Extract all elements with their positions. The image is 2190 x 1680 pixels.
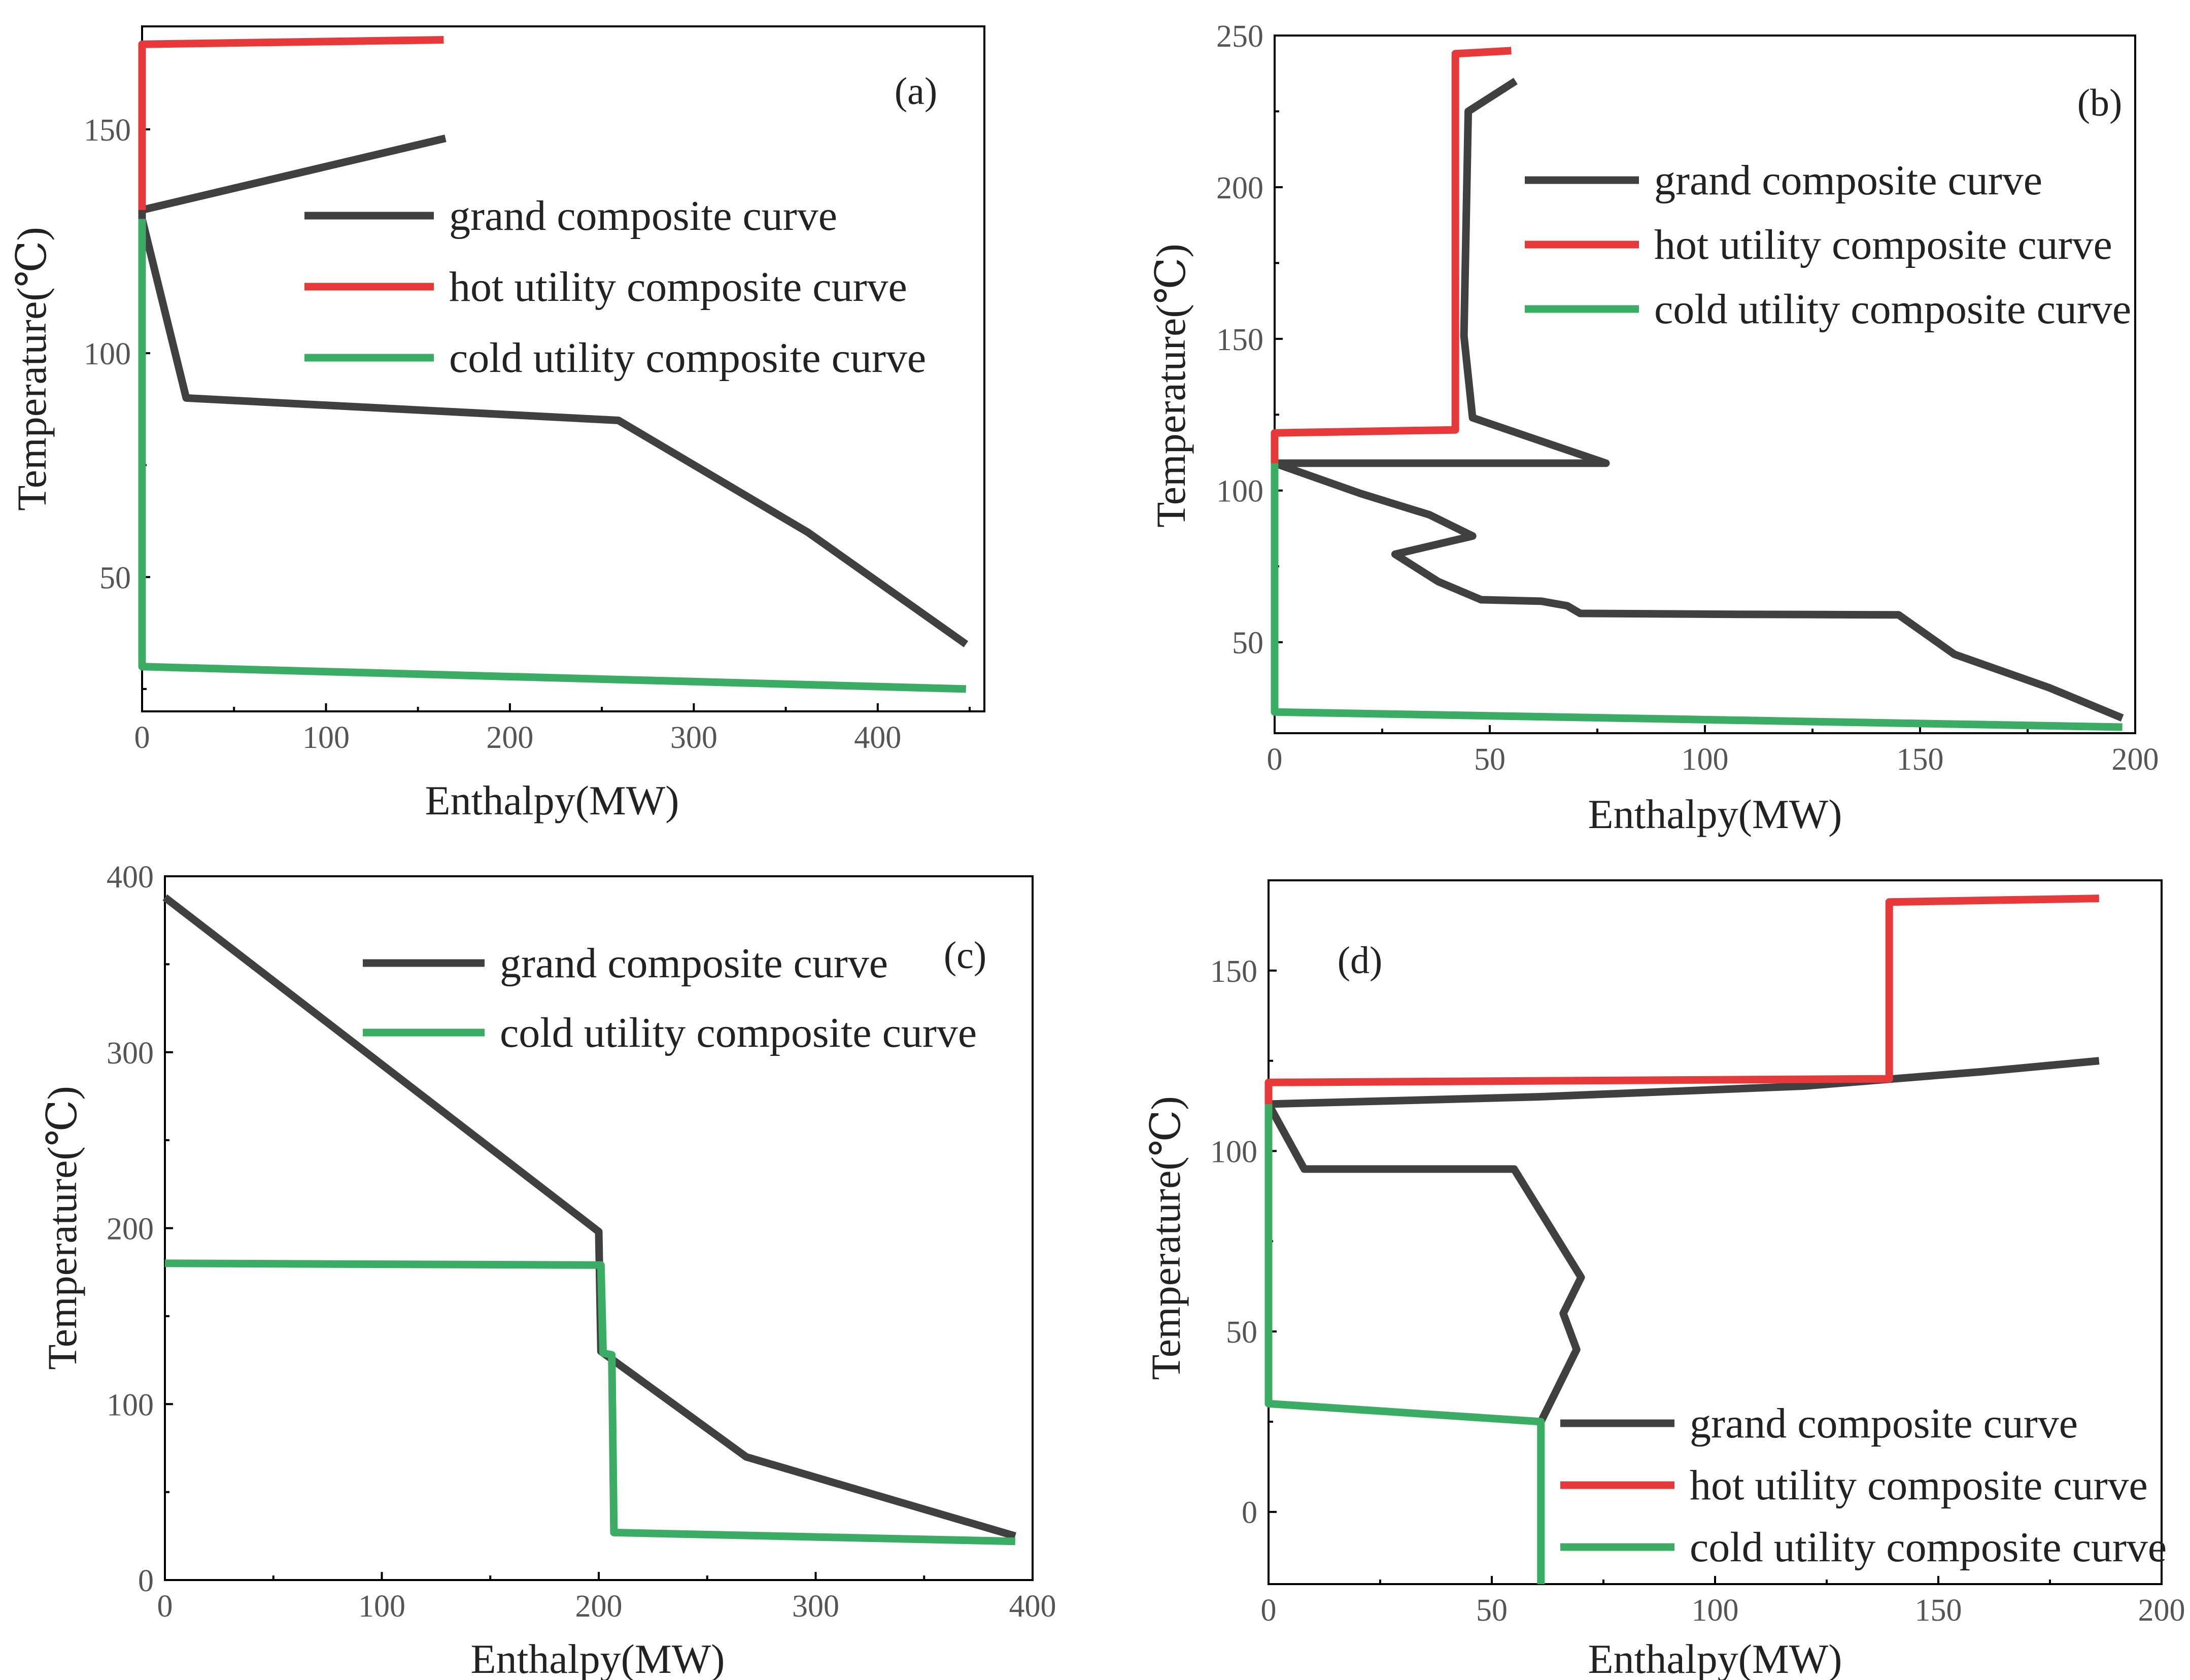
chart-panel-b: 0 50 100 150 200 50 100 150 200 250 (b) grand co… bbox=[1148, 19, 2159, 837]
legend-label: cold utility composite curve bbox=[449, 334, 926, 382]
legend: grand composite curve hot utility composi… bbox=[1560, 1400, 2167, 1571]
x-axis-label: Enthalpy(MW) bbox=[1588, 791, 1842, 837]
x-axis: 0 50 100 150 200 bbox=[1267, 725, 2159, 777]
x-axis-label: Enthalpy(MW) bbox=[1588, 1636, 1842, 1680]
grand-series-line bbox=[1271, 78, 2124, 722]
x-tick-label: 100 bbox=[302, 721, 350, 755]
legend-label: hot utility composite curve bbox=[1690, 1462, 2148, 1509]
x-tick-label: 300 bbox=[792, 1589, 839, 1624]
x-tick-label: 150 bbox=[1897, 742, 1944, 777]
chart-panel-a: 0 100 200 300 400 50 100 150 (a) grand composi… bbox=[9, 25, 985, 824]
legend-label: hot utility composite curve bbox=[1654, 221, 2112, 268]
y-tick-label: 200 bbox=[1216, 171, 1263, 205]
x-tick-label: 200 bbox=[486, 721, 533, 755]
x-axis: 0 100 200 300 400 bbox=[134, 703, 971, 755]
x-tick-label: 100 bbox=[1682, 742, 1729, 777]
x-tick-label: 200 bbox=[2112, 742, 2159, 777]
x-tick-label: 200 bbox=[575, 1589, 623, 1624]
legend-label: grand composite curve bbox=[449, 192, 837, 239]
chart-panel-c: 0 100 200 300 400 0 100 200 300 400 (c) grand co… bbox=[39, 860, 1056, 1680]
x-tick-label: 0 bbox=[157, 1589, 173, 1624]
y-axis: 50 100 150 bbox=[84, 113, 150, 690]
series-layer bbox=[162, 894, 1016, 1546]
y-axis-label: Temperature(℃) bbox=[1143, 1096, 1189, 1380]
panel-label: (a) bbox=[895, 70, 937, 113]
y-tick-label: 400 bbox=[107, 860, 154, 895]
cold-series-line bbox=[1271, 463, 2123, 731]
y-tick-label: 50 bbox=[1226, 1315, 1257, 1350]
series-layer bbox=[1264, 895, 2100, 1584]
cold-series-line bbox=[1264, 1104, 1545, 1584]
panel-label: (c) bbox=[944, 934, 986, 977]
legend-label: cold utility composite curve bbox=[1690, 1524, 2167, 1571]
legend-label: cold utility composite curve bbox=[500, 1009, 977, 1056]
x-axis-label: Enthalpy(MW) bbox=[471, 1636, 725, 1680]
hot-series-line bbox=[138, 36, 444, 210]
y-tick-label: 0 bbox=[138, 1564, 154, 1598]
panel-label: (b) bbox=[2077, 82, 2123, 124]
legend-label: hot utility composite curve bbox=[449, 263, 907, 311]
y-tick-label: 50 bbox=[1232, 626, 1263, 661]
x-tick-label: 0 bbox=[1267, 742, 1283, 777]
x-tick-label: 400 bbox=[1009, 1589, 1056, 1624]
y-axis-label: Temperature(℃) bbox=[39, 1086, 85, 1369]
y-tick-label: 0 bbox=[1242, 1496, 1257, 1530]
series-layer bbox=[138, 36, 969, 693]
x-tick-label: 100 bbox=[1692, 1593, 1739, 1628]
x-axis-label: Enthalpy(MW) bbox=[425, 777, 679, 824]
x-tick-label: 50 bbox=[1476, 1593, 1508, 1628]
y-tick-label: 300 bbox=[107, 1036, 154, 1071]
x-tick-label: 50 bbox=[1474, 742, 1505, 777]
y-axis-label: Temperature(℃) bbox=[1148, 244, 1194, 527]
y-tick-label: 150 bbox=[84, 113, 131, 148]
x-tick-label: 400 bbox=[854, 721, 901, 755]
y-tick-label: 100 bbox=[107, 1388, 154, 1422]
y-axis: 50 100 150 200 250 bbox=[1216, 19, 1283, 661]
y-tick-label: 150 bbox=[1216, 323, 1263, 357]
x-tick-label: 150 bbox=[1915, 1593, 1962, 1628]
legend-label: grand composite curve bbox=[1654, 157, 2042, 204]
y-tick-label: 100 bbox=[1210, 1135, 1257, 1169]
legend-label: grand composite curve bbox=[1690, 1400, 2078, 1447]
legend: grand composite curve cold utility compos… bbox=[363, 940, 977, 1056]
legend: grand composite curve hot utility composi… bbox=[304, 192, 926, 382]
y-tick-label: 50 bbox=[99, 561, 131, 595]
x-tick-label: 0 bbox=[1261, 1593, 1277, 1628]
x-tick-label: 200 bbox=[2138, 1593, 2185, 1628]
y-axis: 0 100 200 300 400 bbox=[107, 860, 173, 1598]
cold-series-line bbox=[164, 1259, 1015, 1546]
x-tick-label: 0 bbox=[134, 721, 150, 755]
hot-series-line bbox=[1271, 47, 1512, 463]
hot-series-line bbox=[1264, 895, 2099, 1104]
panel-label: (d) bbox=[1338, 939, 1383, 982]
y-tick-label: 150 bbox=[1210, 954, 1257, 989]
x-axis: 0 100 200 300 400 bbox=[157, 1572, 1056, 1624]
chart-panel-d: 0 50 100 150 200 0 50 100 150 (d) grand composi… bbox=[1143, 879, 2185, 1680]
y-tick-label: 200 bbox=[107, 1212, 154, 1247]
y-tick-label: 100 bbox=[1216, 474, 1263, 509]
y-axis-label: Temperature(℃) bbox=[9, 227, 55, 510]
y-tick-label: 100 bbox=[84, 337, 131, 371]
legend-label: cold utility composite curve bbox=[1654, 286, 2131, 333]
series-layer bbox=[1271, 47, 2124, 731]
cold-series-line bbox=[138, 219, 967, 693]
legend-label: grand composite curve bbox=[500, 940, 888, 987]
x-axis: 0 50 100 150 200 bbox=[1261, 1576, 2185, 1628]
y-tick-label: 250 bbox=[1216, 19, 1263, 54]
x-tick-label: 100 bbox=[358, 1589, 405, 1624]
legend: grand composite curve hot utility composi… bbox=[1525, 157, 2131, 333]
x-tick-label: 300 bbox=[670, 721, 717, 755]
